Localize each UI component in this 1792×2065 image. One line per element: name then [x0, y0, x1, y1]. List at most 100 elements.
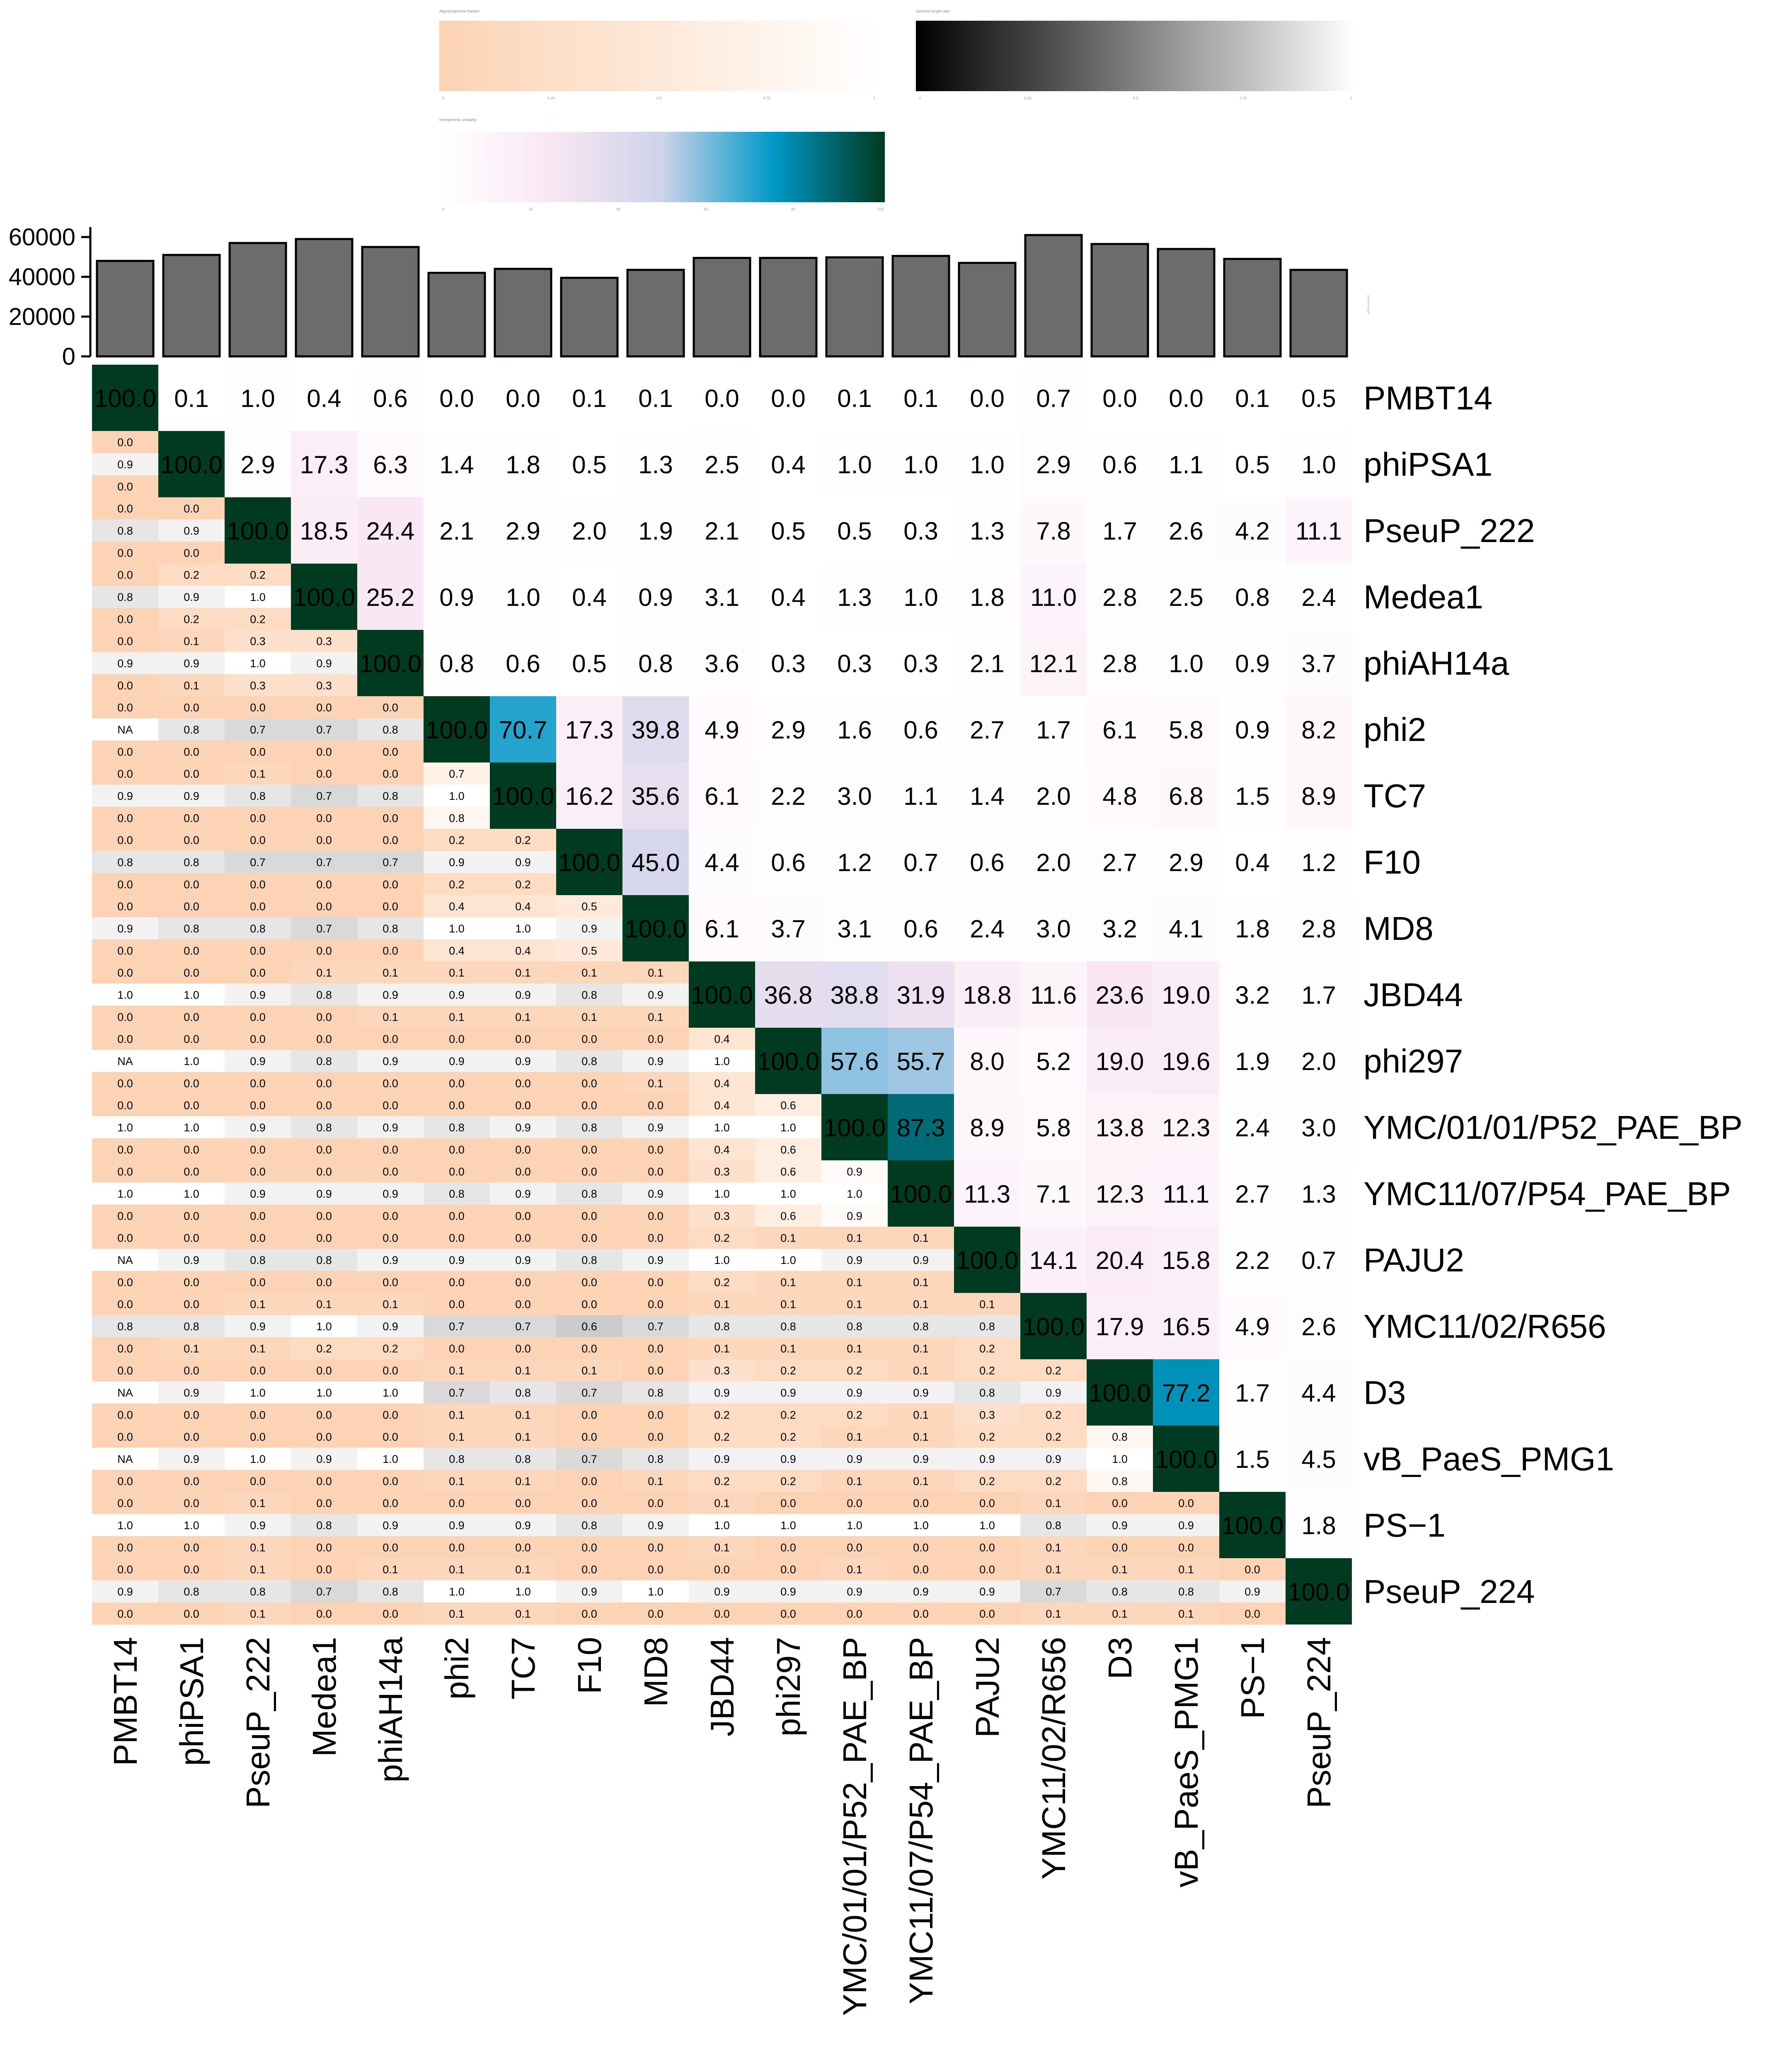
- heatmap-similarity-cell: [1020, 431, 1087, 497]
- heatmap-similarity-value: 20.4: [1096, 1247, 1144, 1274]
- heatmap-aligned-fraction-cell: [92, 497, 158, 520]
- heatmap-triple-value: 1.0: [184, 989, 199, 1001]
- heatmap-similarity-value: 1.1: [1169, 451, 1203, 479]
- heatmap-aligned-fraction-cell: [225, 961, 291, 984]
- heatmap-triple-value: 0.0: [250, 1166, 266, 1178]
- heatmap-aligned-fraction-cell: [291, 1227, 357, 1249]
- row-label: YMC11/02/R656: [1363, 1308, 1606, 1345]
- heatmap-similarity-cell: [954, 961, 1020, 1028]
- heatmap-triple-value: 0.9: [383, 1254, 398, 1266]
- heatmap-triple-value: 0.4: [515, 901, 531, 913]
- heatmap-triple-value: 0.0: [648, 1431, 664, 1443]
- heatmap-similarity-cell: [1020, 961, 1087, 1028]
- heatmap-similarity-cell: [888, 497, 954, 564]
- heatmap-triple-value: 0.0: [250, 812, 266, 824]
- heatmap-length-ratio-cell: [158, 1580, 225, 1603]
- heatmap-aligned-fraction-cell: [357, 1536, 424, 1559]
- heatmap-similarity-value: 0.7: [1036, 385, 1070, 412]
- heatmap-similarity-value: 1.7: [1301, 981, 1336, 1009]
- heatmap-aligned-fraction-cell: [92, 1558, 158, 1581]
- heatmap-aligned-fraction-cell: [821, 1469, 888, 1492]
- column-label: PS−1: [1234, 1637, 1271, 1719]
- heatmap-aligned-fraction-cell: [1087, 1469, 1153, 1492]
- heatmap-length-ratio-cell: [1219, 1580, 1286, 1603]
- heatmap-triple-value: 0.0: [316, 901, 332, 913]
- heatmap-triple-value: 0.0: [581, 1232, 597, 1244]
- heatmap-similarity-value: 2.2: [1235, 1247, 1269, 1274]
- heatmap-triple-value: 0.1: [250, 1541, 266, 1554]
- heatmap-triple-value: 0.1: [913, 1342, 929, 1355]
- heatmap-similarity-value: 1.0: [1169, 650, 1203, 678]
- heatmap-similarity-cell: [1153, 763, 1219, 829]
- heatmap-aligned-fraction-cell: [622, 961, 689, 984]
- heatmap-similarity-cell: [1020, 1028, 1087, 1094]
- heatmap-triple-value: 0.9: [581, 1586, 597, 1598]
- heatmap-aligned-fraction-cell: [622, 1602, 689, 1625]
- heatmap-triple-value: 0.0: [117, 967, 133, 979]
- heatmap-similarity-cell: [888, 763, 954, 829]
- heatmap-aligned-fraction-cell: [158, 696, 225, 719]
- heatmap-triple-value: 0.0: [250, 901, 266, 913]
- column-label: phi2: [438, 1637, 475, 1699]
- heatmap-similarity-value: 0.0: [970, 385, 1004, 412]
- heatmap-aligned-fraction-cell: [158, 1492, 225, 1514]
- heatmap-length-ratio-cell: [490, 1249, 556, 1271]
- heatmap-triple-value: 0.2: [979, 1475, 995, 1487]
- heatmap-aligned-fraction-cell: [821, 1337, 888, 1360]
- heatmap-aligned-fraction-cell: [291, 1160, 357, 1183]
- heatmap-similarity-value: 0.6: [771, 849, 805, 876]
- heatmap-similarity-value: 2.8: [1102, 583, 1137, 611]
- heatmap-triple-value: 1.0: [979, 1519, 995, 1532]
- heatmap-similarity-value: 4.4: [1301, 1379, 1336, 1407]
- heatmap-similarity-value: 8.9: [1301, 782, 1336, 810]
- heatmap-triple-value: 0.0: [581, 1409, 597, 1421]
- heatmap-aligned-fraction-cell: [291, 1558, 357, 1581]
- heatmap-triple-value: 0.2: [714, 1409, 730, 1421]
- heatmap-aligned-fraction-cell: [225, 763, 291, 785]
- heatmap-similarity-value: 100.0: [757, 1048, 819, 1075]
- heatmap-length-ratio-cell: [755, 1580, 821, 1603]
- heatmap-similarity-cell: [1286, 431, 1352, 497]
- heatmap-triple-value: 0.0: [117, 547, 133, 559]
- heatmap-triple-value: 0.1: [250, 1607, 266, 1620]
- legend-tick-label: 0: [442, 207, 444, 211]
- heatmap-triple-value: 0.1: [449, 1365, 465, 1377]
- heatmap-similarity-value: 2.8: [1102, 650, 1137, 678]
- heatmap-length-ratio-cell: [291, 1315, 357, 1338]
- heatmap-aligned-fraction-cell: [92, 431, 158, 453]
- heatmap-similarity-value: 5.8: [1169, 716, 1203, 744]
- heatmap-similarity-cell: [821, 696, 888, 763]
- heatmap-triple-value: 0.0: [449, 1099, 465, 1112]
- heatmap-similarity-value: 2.0: [1301, 1048, 1336, 1075]
- heatmap-length-ratio-cell: [490, 1315, 556, 1338]
- heatmap-similarity-cell: [291, 497, 357, 564]
- heatmap-similarity-cell: [1219, 696, 1286, 763]
- heatmap-length-ratio-cell: [92, 652, 158, 675]
- legend-length-ratio-ticks: 0 0.25 0.5 0.75 1: [919, 96, 1352, 100]
- heatmap-aligned-fraction-cell: [556, 1160, 622, 1183]
- heatmap-triple-value: 0.8: [383, 922, 398, 935]
- heatmap-similarity-value: 0.9: [439, 583, 474, 611]
- heatmap-aligned-fraction-cell: [357, 1227, 424, 1249]
- heatmap-triple-value: 0.8: [913, 1320, 929, 1333]
- heatmap-similarity-cell: [1153, 961, 1219, 1028]
- heatmap-similarity-value: 45.0: [632, 849, 680, 876]
- heatmap-similarity-cell: [1087, 1028, 1153, 1094]
- heatmap-similarity-value: 2.9: [771, 716, 805, 744]
- heatmap-triple-value: 0.0: [581, 1342, 597, 1355]
- genome-length-bar: [1223, 258, 1282, 358]
- heatmap-similarity-value: 19.0: [1096, 1048, 1144, 1075]
- heatmap-triple-value: 0.0: [184, 901, 199, 913]
- heatmap-similarity-value: 0.3: [837, 650, 872, 678]
- heatmap-aligned-fraction-cell: [556, 1028, 622, 1050]
- column-label: TC7: [505, 1637, 542, 1699]
- heatmap-similarity-value: 100.0: [293, 583, 355, 611]
- heatmap-length-ratio-cell: [490, 1448, 556, 1470]
- heatmap-triple-value: 0.0: [648, 1143, 664, 1156]
- heatmap-triple-value: 0.1: [1046, 1607, 1061, 1620]
- heatmap-similarity-cell: [689, 763, 755, 829]
- heatmap-length-ratio-cell: [490, 1116, 556, 1139]
- heatmap-triple-value: 0.9: [714, 1453, 730, 1465]
- heatmap-aligned-fraction-cell: [92, 1227, 158, 1249]
- heatmap-triple-value: 0.9: [648, 1121, 664, 1134]
